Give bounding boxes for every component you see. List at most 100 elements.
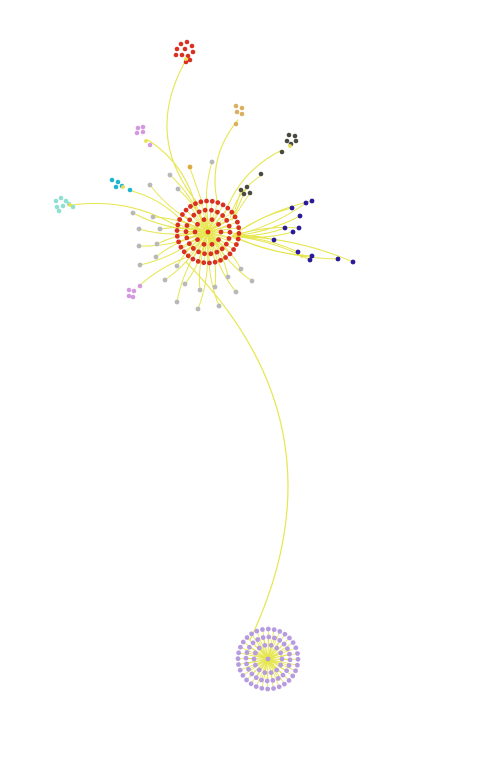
lower-hub-node <box>282 642 287 647</box>
lower-hub-node <box>249 681 254 686</box>
orange-node <box>188 165 193 170</box>
main-hub-node <box>227 224 232 229</box>
lower-hub-node <box>236 662 241 667</box>
main-hub-node <box>236 225 241 230</box>
main-hub-node <box>175 234 180 239</box>
lower-hub-node <box>253 651 258 656</box>
lower-hub-node <box>254 629 259 634</box>
main-hub-node <box>188 204 193 209</box>
top-red-cluster-node <box>179 42 184 47</box>
main-hub-node <box>223 255 228 260</box>
lower-hub-node <box>245 650 250 655</box>
main-hub-node <box>207 261 212 266</box>
pink-edge-2 <box>138 258 185 287</box>
grey-satellite-node <box>131 211 136 216</box>
lower-hub-node <box>241 640 246 645</box>
lower-hub-node <box>277 629 282 634</box>
grey-satellite-node <box>175 264 180 269</box>
grey-satellite-node <box>176 187 181 192</box>
linker-node <box>121 185 125 189</box>
lower-hub-node <box>276 676 281 681</box>
lower-hub-node <box>246 667 251 672</box>
lower-hub-node <box>285 646 290 651</box>
main-hub-node <box>202 217 207 222</box>
lower-hub-node <box>277 638 282 643</box>
main-hub-node <box>210 217 215 222</box>
main-hub-node <box>237 231 242 236</box>
navy-edge <box>232 208 292 236</box>
lower-hub-node <box>272 627 277 632</box>
main-hub-node <box>175 223 180 228</box>
top-red-cluster-node <box>175 47 180 52</box>
lower-hub-node <box>265 679 270 684</box>
left-aqua-cluster-node <box>55 205 60 210</box>
grey-satellite-node <box>196 307 201 312</box>
main-hub-node <box>216 237 221 242</box>
lower-hub-node <box>266 627 271 632</box>
lower-hub-node <box>254 684 259 689</box>
main-hub-node <box>220 213 225 218</box>
lower-hub-node <box>255 637 260 642</box>
main-hub-node <box>201 260 206 265</box>
left-cyan-cluster-node <box>110 178 115 183</box>
dark-cluster-node <box>280 150 285 155</box>
graph-edges <box>72 60 353 689</box>
lower-hub-node <box>261 635 266 640</box>
main-hub-node <box>202 242 207 247</box>
lower-hub-node <box>269 670 274 675</box>
right-navy-node <box>296 250 301 255</box>
lower-hub-node <box>265 687 270 692</box>
top-red-cluster-node <box>174 53 179 58</box>
main-hub-node <box>228 252 233 257</box>
grey-satellite-node <box>137 244 142 249</box>
dark-cluster-small-node <box>245 185 250 190</box>
right-navy-node <box>308 258 313 263</box>
main-hub-node <box>220 246 225 251</box>
aqua-edge <box>72 203 180 228</box>
dark-cluster-node <box>293 134 298 139</box>
upper-pink-cluster-node <box>141 125 146 130</box>
lower-hub-node <box>295 651 300 656</box>
navy-edge <box>232 236 353 262</box>
grey-satellite-node <box>148 183 153 188</box>
grey-satellite-node <box>239 267 244 272</box>
lower-hub-node <box>254 675 259 680</box>
lower-hub-node <box>274 646 279 651</box>
main-hub-node <box>219 230 224 235</box>
gold-cluster-node <box>240 106 245 111</box>
linker-node <box>184 57 188 61</box>
main-hub-node <box>176 239 181 244</box>
grey-satellite-node <box>213 285 218 290</box>
lower-hub-node <box>262 643 267 648</box>
lower-hub-node <box>283 632 288 637</box>
graph-nodes <box>54 40 356 692</box>
dark-cluster-node <box>285 139 290 144</box>
lower-hub-node <box>260 627 265 632</box>
lower-hub-node <box>295 663 300 668</box>
right-navy-node <box>283 226 288 231</box>
main-hub-node <box>229 210 234 215</box>
lower-hub-node <box>247 645 252 650</box>
dark-cluster-node <box>294 139 299 144</box>
linker-node <box>68 203 72 207</box>
left-cyan-cluster-node <box>116 180 121 185</box>
main-hub-node <box>224 218 229 223</box>
lower-hub-node <box>288 657 293 662</box>
main-hub-node <box>215 210 220 215</box>
grey-satellite-node <box>175 300 180 305</box>
lower-pink-cluster-node <box>132 289 137 294</box>
lower-hub-node <box>251 640 256 645</box>
main-hub-node <box>204 199 209 204</box>
main-hub-node <box>234 242 239 247</box>
lower-hub-node <box>257 646 262 651</box>
grey-satellite-node <box>163 278 168 283</box>
gold-cluster-node <box>234 104 239 109</box>
lower-hub-node <box>245 635 250 640</box>
grey-satellite-node <box>210 160 215 165</box>
main-hub-node <box>196 249 201 254</box>
main-hub-node <box>191 213 196 218</box>
main-hub-node <box>195 222 200 227</box>
gold-cluster-node <box>235 110 240 115</box>
dark-cluster-small-node <box>239 188 244 193</box>
grey-satellite-node <box>137 227 142 232</box>
